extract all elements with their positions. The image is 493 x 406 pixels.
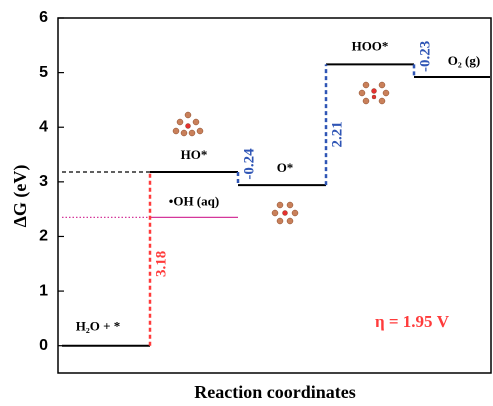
y-tick-label: 4 bbox=[39, 118, 48, 135]
atom bbox=[189, 130, 195, 136]
y-tick-label: 6 bbox=[39, 9, 48, 26]
atom bbox=[185, 112, 191, 118]
y-axis-label: ΔG (eV) bbox=[10, 165, 31, 228]
x-axis-label: Reaction coordinates bbox=[194, 382, 355, 402]
atom bbox=[379, 98, 385, 104]
atom bbox=[372, 89, 377, 94]
y-tick-label: 5 bbox=[39, 64, 48, 81]
step-label: -0.24 bbox=[241, 148, 257, 180]
atom bbox=[181, 130, 187, 136]
atom bbox=[287, 202, 293, 208]
y-tick-label: 2 bbox=[39, 228, 48, 245]
atom bbox=[359, 90, 365, 96]
step-label: 3.18 bbox=[153, 251, 169, 277]
level-label: HOO* bbox=[352, 38, 389, 53]
atom bbox=[363, 82, 369, 88]
atom bbox=[379, 82, 385, 88]
annotation: η = 1.95 V bbox=[375, 312, 450, 331]
side-level-label: •OH (aq) bbox=[169, 193, 219, 208]
atom bbox=[372, 95, 376, 99]
atom bbox=[283, 211, 288, 216]
atom bbox=[277, 218, 283, 224]
level-label: HO* bbox=[181, 147, 208, 162]
y-tick-label: 0 bbox=[39, 337, 48, 354]
y-tick-label: 1 bbox=[39, 282, 48, 299]
atom bbox=[193, 119, 199, 125]
level-label: H₂O + * bbox=[76, 319, 121, 334]
step-label: -0.23 bbox=[417, 41, 433, 72]
atom bbox=[292, 210, 298, 216]
atom bbox=[272, 210, 278, 216]
level-label: O* bbox=[277, 160, 294, 175]
atom bbox=[177, 119, 183, 125]
y-tick-label: 3 bbox=[39, 173, 48, 190]
atom bbox=[383, 90, 389, 96]
atom bbox=[173, 128, 179, 134]
chart: ΔG (eV) Reaction coordinates 0 1 2 3 4 5 6 H₂O … bbox=[0, 0, 493, 406]
atom bbox=[363, 98, 369, 104]
atom bbox=[277, 202, 283, 208]
atom bbox=[186, 124, 191, 129]
atom bbox=[287, 218, 293, 224]
level-label: O₂ (g) bbox=[448, 53, 480, 68]
atom bbox=[197, 128, 203, 134]
step-label: 2.21 bbox=[329, 121, 345, 147]
